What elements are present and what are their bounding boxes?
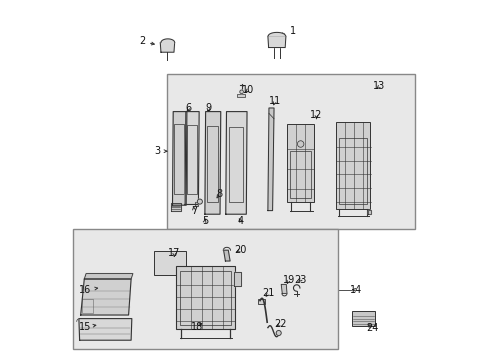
- Polygon shape: [79, 319, 132, 340]
- Text: 16: 16: [79, 285, 98, 295]
- Text: 11: 11: [268, 96, 281, 106]
- Polygon shape: [171, 203, 181, 211]
- Bar: [228, 127, 243, 202]
- Polygon shape: [267, 108, 273, 211]
- Text: 8: 8: [216, 189, 222, 199]
- Polygon shape: [81, 279, 131, 315]
- Polygon shape: [194, 202, 197, 206]
- Bar: [153, 251, 186, 275]
- Text: 4: 4: [237, 216, 244, 226]
- Text: 1: 1: [280, 26, 296, 36]
- Text: 6: 6: [185, 103, 191, 113]
- Circle shape: [297, 141, 303, 147]
- Polygon shape: [267, 36, 285, 48]
- Bar: [176, 266, 235, 329]
- Polygon shape: [281, 284, 286, 293]
- Bar: [206, 126, 218, 202]
- Text: 23: 23: [293, 275, 306, 285]
- Polygon shape: [172, 112, 186, 205]
- Bar: [82, 299, 93, 313]
- Text: 12: 12: [310, 110, 322, 120]
- Polygon shape: [204, 112, 220, 214]
- Text: 17: 17: [168, 248, 180, 258]
- Circle shape: [239, 90, 243, 94]
- Polygon shape: [268, 32, 285, 36]
- Bar: [237, 94, 244, 97]
- Polygon shape: [84, 274, 133, 279]
- Text: 15: 15: [79, 322, 96, 332]
- Polygon shape: [185, 112, 199, 204]
- Polygon shape: [225, 112, 246, 214]
- Text: 21: 21: [262, 288, 274, 298]
- Text: 20: 20: [234, 245, 246, 255]
- Bar: [351, 311, 374, 326]
- Polygon shape: [367, 210, 370, 214]
- Text: 14: 14: [349, 285, 362, 295]
- Text: 24: 24: [366, 323, 378, 333]
- Circle shape: [276, 330, 281, 336]
- Text: 18: 18: [190, 322, 203, 332]
- Text: 9: 9: [205, 103, 211, 113]
- Bar: [257, 299, 264, 304]
- Bar: [339, 138, 366, 204]
- Text: 10: 10: [242, 85, 254, 95]
- Bar: [289, 151, 310, 198]
- Text: 7: 7: [191, 206, 197, 216]
- Circle shape: [197, 199, 202, 204]
- Text: 13: 13: [373, 81, 385, 91]
- Bar: [336, 122, 370, 209]
- Bar: [286, 124, 313, 202]
- Text: 5: 5: [202, 216, 207, 226]
- Text: 22: 22: [274, 319, 286, 329]
- Polygon shape: [223, 250, 230, 261]
- Polygon shape: [160, 42, 174, 52]
- Text: 3: 3: [154, 146, 166, 156]
- Bar: [174, 124, 184, 194]
- Polygon shape: [233, 272, 241, 286]
- Bar: [167, 74, 415, 229]
- Polygon shape: [161, 39, 174, 42]
- Text: 2: 2: [139, 36, 154, 46]
- Bar: [186, 125, 196, 194]
- Bar: [180, 271, 230, 325]
- Bar: [73, 229, 337, 349]
- Text: 19: 19: [282, 275, 294, 285]
